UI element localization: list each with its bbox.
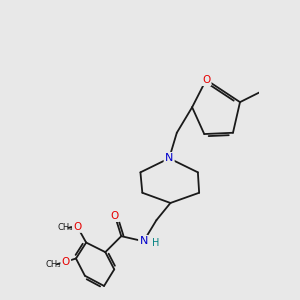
Text: O: O [202,75,210,85]
Text: O: O [61,257,70,267]
Text: CH₃: CH₃ [58,224,74,232]
Text: O: O [73,222,81,232]
Text: O: O [111,211,119,221]
Text: CH₃: CH₃ [45,260,61,269]
Text: N: N [140,236,148,246]
Text: N: N [165,153,173,163]
Text: H: H [152,238,159,248]
